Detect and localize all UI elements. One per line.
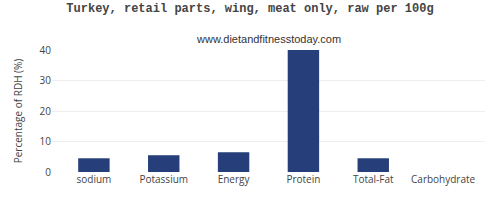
svg-text:Turkey, retail parts, wing, me: Turkey, retail parts, wing, meat only, r… [66,2,433,16]
svg-text:30: 30 [40,73,52,87]
svg-text:20: 20 [40,104,52,118]
svg-text:www.dietandfitnesstoday.com: www.dietandfitnesstoday.com [196,33,341,45]
svg-text:Energy: Energy [218,172,251,186]
svg-text:Potassium: Potassium [139,172,188,186]
svg-text:Percentage of RDH (%): Percentage of RDH (%) [11,59,25,164]
svg-text:0: 0 [45,165,51,179]
svg-text:40: 40 [40,43,52,57]
svg-text:Total-Fat: Total-Fat [353,172,394,186]
svg-text:Carbohydrate: Carbohydrate [411,172,476,186]
svg-text:10: 10 [40,134,52,148]
svg-text:sodium: sodium [76,172,111,186]
svg-text:Protein: Protein [286,172,320,186]
